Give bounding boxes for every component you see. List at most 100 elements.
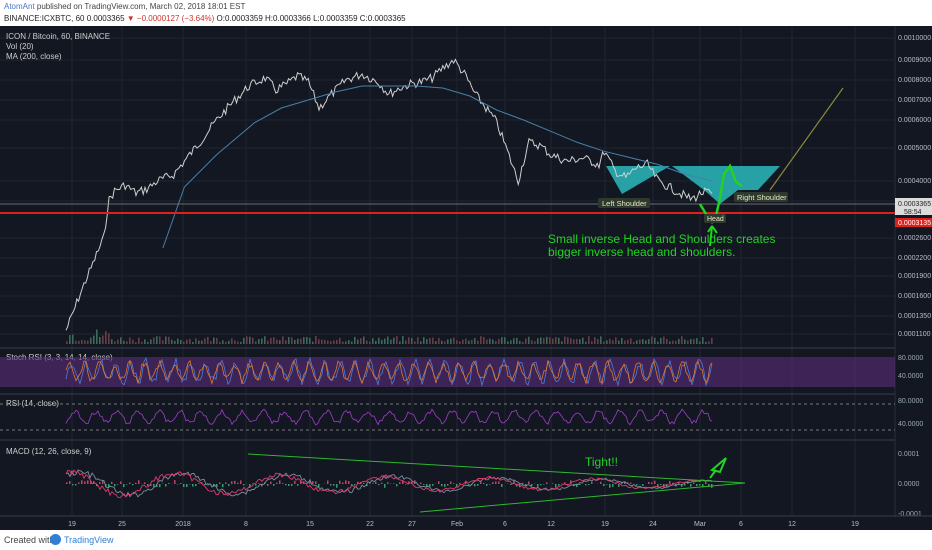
volume-bar	[414, 341, 416, 344]
volume-bar	[432, 337, 434, 344]
macd-hist-bar	[396, 484, 398, 487]
macd-hist-bar	[681, 484, 683, 487]
volume-bar	[192, 341, 194, 344]
volume-bar	[693, 338, 695, 344]
volume-bar	[369, 341, 371, 344]
volume-bar	[408, 337, 410, 344]
volume-bar	[93, 335, 95, 344]
macd-hist-bar	[300, 481, 302, 484]
author-link[interactable]: AtomAnt	[4, 2, 35, 11]
chart-header: AtomAnt published on TradingView.com, Ma…	[0, 0, 932, 26]
volume-bar	[570, 338, 572, 344]
volume-bar	[249, 336, 251, 344]
volume-bar	[573, 339, 575, 344]
macd-hist-bar	[117, 484, 119, 485]
volume-bar	[153, 337, 155, 344]
volume-bar	[330, 341, 332, 344]
volume-bar	[174, 340, 176, 344]
volume-bar	[684, 339, 686, 344]
current-price-value: 0.0003365	[898, 201, 931, 208]
volume-bar	[327, 340, 329, 344]
volume-bar	[273, 337, 275, 344]
volume-bar	[126, 341, 128, 344]
macd-hist-bar	[84, 481, 86, 484]
volume-bar	[195, 338, 197, 344]
volume-bar	[660, 337, 662, 344]
chart-area[interactable]: ICON / Bitcoin, 60, BINANCE Vol (20) MA …	[0, 26, 932, 530]
volume-bar	[543, 337, 545, 344]
volume-bar	[702, 337, 704, 344]
volume-bar	[639, 339, 641, 344]
symbol-line: BINANCE:ICXBTC, 60 0.0003365 ▼ −0.000012…	[4, 14, 406, 23]
volume-bars	[66, 329, 713, 344]
volume-bar	[246, 336, 248, 344]
macd-hist-bar	[225, 482, 227, 484]
macd-hist-bar	[672, 482, 674, 484]
volume-bar	[564, 336, 566, 344]
macd-hist-bar	[336, 484, 338, 488]
volume-bar	[585, 341, 587, 344]
macd-hist-bar	[93, 480, 95, 484]
macd-hist-bar	[618, 484, 620, 487]
left-shoulder-label: Left Shoulder	[602, 199, 647, 208]
volume-bar	[627, 339, 629, 344]
macd-hist-bar	[540, 484, 542, 486]
stoch-k-line	[65, 356, 713, 387]
macd-hist-bar	[585, 484, 587, 486]
macd-hist-bar	[570, 480, 572, 484]
macd-hist-bar	[558, 484, 560, 486]
macd-hist-bar	[216, 484, 218, 487]
tradingview-link[interactable]: TradingView	[64, 535, 114, 545]
countdown-value: 58:54	[904, 209, 922, 216]
volume-bar	[600, 336, 602, 344]
macd-hist-bar	[456, 484, 458, 487]
macd-hist-bar	[348, 480, 350, 484]
macd-hist-bar	[612, 484, 614, 487]
rsi-line	[65, 408, 713, 426]
volume-bar	[225, 341, 227, 344]
volume-bar	[156, 336, 158, 344]
macd-hist-bar	[420, 482, 422, 484]
volume-bar	[288, 337, 290, 344]
macd-hist-bar	[495, 481, 497, 484]
volume-bar	[630, 338, 632, 344]
macd-hist-bar	[129, 482, 131, 484]
volume-bar	[501, 337, 503, 344]
macd-hist-bar	[447, 484, 449, 486]
macd-hist-bar	[537, 484, 539, 487]
macd-hist-bar	[180, 482, 182, 484]
macd-hist-bar	[102, 480, 104, 484]
created-with-label: Created with	[4, 535, 55, 545]
volume-bar	[537, 338, 539, 344]
volume-bar	[465, 338, 467, 344]
volume-bar	[321, 339, 323, 344]
volume-bar	[264, 336, 266, 344]
macd-hist-bar	[531, 484, 533, 486]
macd-hist-bar	[339, 480, 341, 484]
macd-hist-bar	[150, 484, 152, 486]
volume-bar	[435, 341, 437, 344]
volume-bar	[189, 338, 191, 344]
macd-hist-bar	[705, 480, 707, 484]
time-tick-label: 12	[547, 521, 555, 528]
volume-bar	[711, 337, 713, 344]
time-axis-ticks: 19 25 2018 8 15 22 27 Feb 6 12 19 24 Mar 6 12 19	[68, 521, 859, 528]
volume-bar	[402, 336, 404, 344]
price-tick-label: 0.0006000	[898, 117, 931, 124]
macd-hist-bar	[192, 484, 194, 487]
rsi-tick-80: 80.0000	[898, 398, 923, 405]
volume-bar	[261, 338, 263, 344]
macd-hist-bar	[405, 484, 407, 485]
macd-hist-bar	[654, 480, 656, 484]
volume-bar	[612, 340, 614, 344]
macd-hist-bar	[696, 484, 698, 486]
macd-hist-bar	[153, 484, 155, 487]
macd-hist-bar	[267, 484, 269, 486]
volume-bar	[303, 337, 305, 344]
time-tick-label: 22	[366, 521, 374, 528]
macd-hist-bar	[78, 482, 80, 484]
volume-bar	[291, 337, 293, 344]
volume-bar	[78, 340, 80, 344]
macd-hist-bar	[282, 483, 284, 484]
rsi-tick-40: 40.0000	[898, 421, 923, 428]
